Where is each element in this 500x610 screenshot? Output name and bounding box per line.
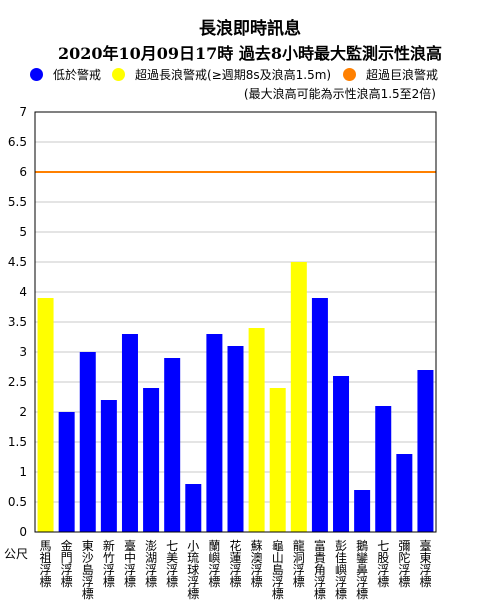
bar	[333, 376, 350, 532]
x-tick-label: 臺東浮標	[419, 538, 431, 589]
legend-item-below: 低於警戒	[30, 66, 101, 83]
x-tick-label: 鵝鑾鼻浮標	[356, 539, 368, 601]
x-tick-label: 彭佳嶼浮標	[335, 539, 347, 601]
bar	[417, 370, 434, 532]
x-tick-label: 馬祖浮標	[40, 539, 52, 589]
legend-label-swell: 超過長浪警戒(≥週期8s及浪高1.5m)	[135, 68, 332, 82]
bar	[375, 406, 392, 532]
x-tick-label: 龍洞浮標	[293, 538, 305, 589]
bar	[143, 388, 160, 532]
bar	[354, 490, 371, 532]
y-unit-label: 公尺	[4, 547, 29, 561]
x-tick-label: 金門浮標	[61, 538, 73, 589]
legend-yellow-dot-icon	[112, 68, 125, 81]
y-tick-label: 2	[19, 405, 27, 419]
bar	[396, 454, 413, 532]
max-wave-note: (最大浪高可能為示性浪高1.5至2倍)	[243, 87, 436, 101]
legend-label-below: 低於警戒	[53, 68, 102, 82]
bar	[311, 298, 328, 532]
y-tick-label: 5	[19, 225, 27, 239]
x-tick-label: 臺中浮標	[124, 538, 136, 589]
x-tick-label: 龜山島浮標	[272, 539, 284, 601]
y-tick-label: 3.5	[8, 315, 27, 329]
legend-orange-dot-icon	[343, 68, 356, 81]
y-tick-label: 6.5	[8, 135, 27, 149]
x-tick-label: 七股浮標	[377, 539, 389, 589]
legend-label-high-wave: 超過巨浪警戒	[366, 68, 439, 82]
y-tick-label: 4	[19, 285, 27, 299]
bar	[185, 484, 202, 532]
bar	[248, 328, 265, 532]
y-tick-label: 2.5	[8, 375, 27, 389]
bar	[290, 262, 307, 532]
x-tick-label: 東沙島浮標	[82, 539, 94, 601]
x-tick-label: 彌陀浮標	[398, 539, 410, 589]
bar	[164, 358, 181, 532]
y-tick-label: 0.5	[8, 495, 27, 509]
legend-item-swell: 超過長浪警戒(≥週期8s及浪高1.5m)	[112, 66, 331, 83]
y-tick-label: 1	[19, 465, 27, 479]
bar	[206, 334, 223, 532]
x-tick-label: 澎湖浮標	[145, 539, 157, 589]
bar	[121, 334, 138, 532]
legend-item-high-wave: 超過巨浪警戒	[343, 66, 438, 83]
x-tick-label: 蘭嶼浮標	[208, 539, 220, 589]
x-tick-label: 富貴角浮標	[314, 538, 326, 601]
x-tick-label: 小琉球浮標	[187, 539, 199, 601]
y-tick-label: 3	[19, 345, 27, 359]
y-tick-label: 4.5	[8, 255, 27, 269]
y-tick-label: 0	[19, 525, 27, 539]
plot-frame	[34, 111, 437, 533]
chart-subtitle: 2020年10月09日17時 過去8小時最大監測示性浪高	[57, 44, 443, 63]
bar	[79, 352, 96, 532]
bar	[100, 400, 117, 532]
x-tick-label: 七美浮標	[166, 539, 178, 589]
y-tick-label: 5.5	[8, 195, 27, 209]
x-tick-label: 蘇澳浮標	[251, 539, 263, 589]
x-tick-label: 新竹浮標	[103, 538, 115, 589]
bar	[37, 298, 54, 532]
y-tick-label: 7	[19, 105, 27, 119]
y-tick-label: 1.5	[8, 435, 27, 449]
bar	[227, 346, 244, 532]
x-tick-label: 花蓮浮標	[229, 538, 241, 589]
bar	[58, 412, 75, 532]
chart-title: 長浪即時訊息	[199, 19, 301, 39]
bar	[269, 388, 286, 532]
legend-blue-dot-icon	[30, 68, 43, 81]
y-tick-label: 6	[19, 165, 27, 179]
